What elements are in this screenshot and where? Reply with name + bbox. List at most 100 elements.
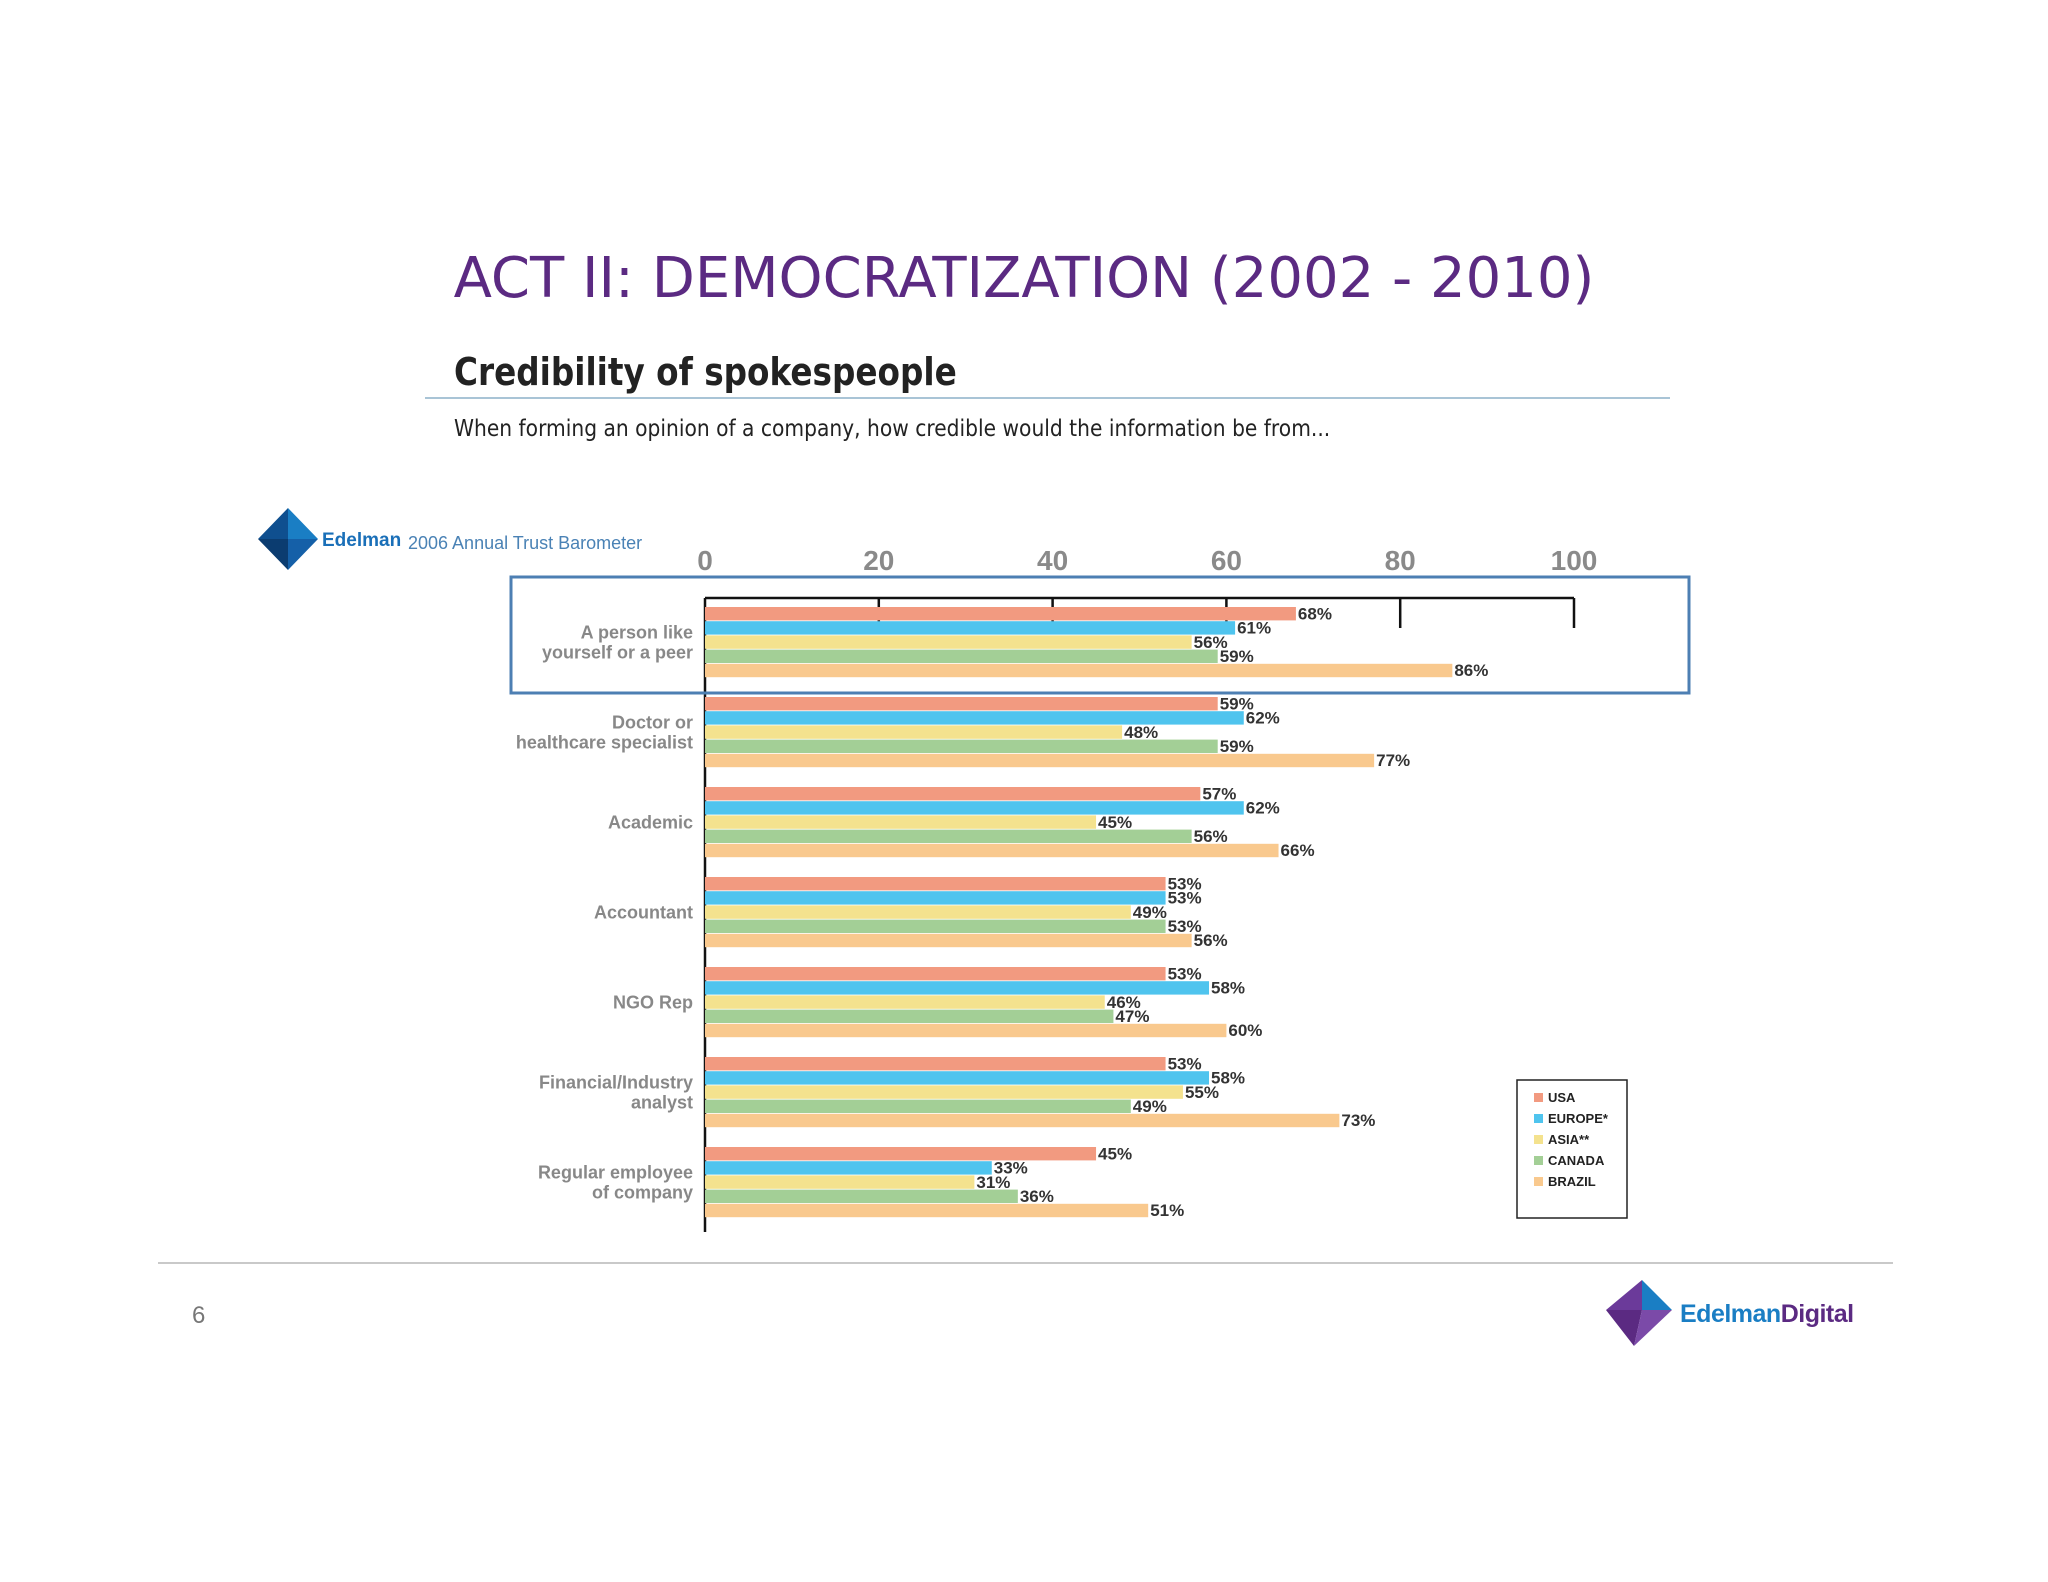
legend-label: EUROPE* <box>1548 1111 1609 1126</box>
bar-europe <box>705 621 1236 635</box>
data-label: 47% <box>1115 1007 1149 1026</box>
data-label: 53% <box>1168 1054 1202 1073</box>
legend-swatch <box>1534 1093 1543 1102</box>
data-label: 53% <box>1168 917 1202 936</box>
x-tick-label: 0 <box>697 545 713 576</box>
chart-subtitle: When forming an opinion of a company, ho… <box>454 416 1331 442</box>
bar-canada <box>705 739 1218 753</box>
bar-asia <box>705 905 1131 919</box>
x-tick-label: 40 <box>1037 545 1068 576</box>
bar-brazil <box>705 1113 1340 1128</box>
barometer-brand: Edelman <box>322 530 402 551</box>
data-label: 58% <box>1211 979 1245 998</box>
data-label: 33% <box>994 1159 1028 1178</box>
bar-usa <box>705 877 1166 891</box>
category-label: NGO Rep <box>613 993 693 1013</box>
data-label: 73% <box>1341 1111 1375 1130</box>
category-label: of company <box>592 1183 693 1203</box>
bar-canada <box>705 829 1192 843</box>
bar-canada <box>705 649 1218 663</box>
data-label: 49% <box>1133 903 1167 922</box>
data-label: 62% <box>1246 709 1280 728</box>
category-label: A person like <box>581 623 693 643</box>
data-label: 53% <box>1168 964 1202 983</box>
data-label: 66% <box>1281 841 1315 860</box>
category-label: analyst <box>631 1093 693 1113</box>
category-label: healthcare specialist <box>516 733 693 753</box>
bar-europe <box>705 711 1244 725</box>
category-label: Financial/Industry <box>539 1073 693 1093</box>
bar-brazil <box>705 663 1453 678</box>
bar-europe <box>705 981 1210 995</box>
bar-asia <box>705 635 1192 649</box>
legend-swatch <box>1534 1156 1543 1165</box>
category-label: Doctor or <box>612 713 693 733</box>
legend-swatch <box>1534 1135 1543 1144</box>
bar-usa <box>705 1057 1166 1071</box>
data-label: 60% <box>1228 1021 1262 1040</box>
x-tick-label: 80 <box>1385 545 1416 576</box>
data-label: 61% <box>1237 619 1271 638</box>
data-label: 53% <box>1168 874 1202 893</box>
bar-asia <box>705 1085 1183 1099</box>
data-label: 59% <box>1220 737 1254 756</box>
bar-canada <box>705 919 1166 933</box>
bar-usa <box>705 967 1166 981</box>
bar-canada <box>705 1099 1131 1113</box>
brand-name-edelman: Edelman <box>1680 1300 1781 1328</box>
bar-brazil <box>705 753 1375 768</box>
x-tick-label: 60 <box>1211 545 1242 576</box>
data-label: 77% <box>1376 751 1410 770</box>
bar-europe <box>705 1071 1210 1085</box>
edelman-arrow-icon <box>258 508 318 570</box>
data-label: 59% <box>1220 647 1254 666</box>
legend-box <box>1516 1079 1628 1219</box>
legend-swatch <box>1534 1177 1543 1186</box>
legend-label: USA <box>1548 1090 1576 1105</box>
x-tick-label: 100 <box>1551 545 1598 576</box>
barometer-text: 2006 Annual Trust Barometer <box>408 533 643 553</box>
category-label: Regular employee <box>538 1163 693 1183</box>
edelman-digital-logo-icon <box>1606 1280 1672 1346</box>
bar-canada <box>705 1009 1114 1023</box>
highlight-box <box>509 575 1691 695</box>
bar-brazil <box>705 843 1279 858</box>
bar-asia <box>705 995 1105 1009</box>
category-label: yourself or a peer <box>542 643 693 663</box>
data-label: 51% <box>1150 1201 1184 1220</box>
data-label: 53% <box>1168 889 1202 908</box>
slide-title: ACT II: DEMOCRATIZATION (2002 - 2010) <box>453 246 1595 311</box>
data-label: 36% <box>1020 1187 1054 1206</box>
bar-asia <box>705 1175 975 1189</box>
bar-usa <box>705 607 1296 621</box>
bar-usa <box>705 787 1201 801</box>
data-label: 59% <box>1220 694 1254 713</box>
chart-title: Credibility of spokespeople <box>454 350 957 394</box>
bar-brazil <box>705 1203 1149 1218</box>
data-label: 56% <box>1194 931 1228 950</box>
data-label: 62% <box>1246 799 1280 818</box>
chart-title-rule <box>425 397 1670 399</box>
bar-asia <box>705 725 1123 739</box>
bar-brazil <box>705 933 1192 948</box>
brand-name: EdelmanDigital <box>1680 1300 1854 1329</box>
page-number: 6 <box>192 1302 206 1329</box>
data-label: 57% <box>1202 784 1236 803</box>
category-label: Accountant <box>594 903 693 923</box>
brand-name-digital: Digital <box>1780 1300 1854 1328</box>
legend-label: BRAZIL <box>1548 1174 1596 1189</box>
data-label: 55% <box>1185 1083 1219 1102</box>
bar-brazil <box>705 1023 1227 1038</box>
legend-label: ASIA** <box>1548 1132 1590 1147</box>
legend-swatch <box>1534 1114 1543 1123</box>
bar-europe <box>705 801 1244 815</box>
footer-rule <box>158 1262 1893 1264</box>
data-label: 68% <box>1298 604 1332 623</box>
category-label: Academic <box>608 813 693 833</box>
data-label: 56% <box>1194 827 1228 846</box>
bar-usa <box>705 1147 1097 1161</box>
data-label: 45% <box>1098 1144 1132 1163</box>
data-label: 45% <box>1098 813 1132 832</box>
data-label: 58% <box>1211 1069 1245 1088</box>
